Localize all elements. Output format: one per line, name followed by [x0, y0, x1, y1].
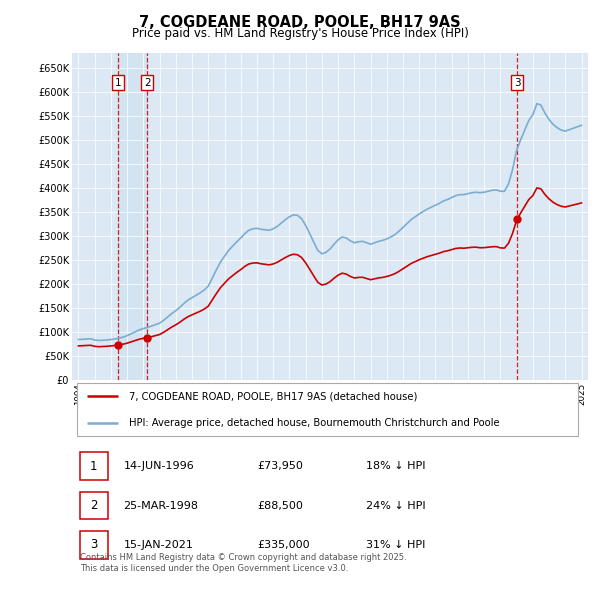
Text: 3: 3: [514, 77, 521, 87]
Text: £88,500: £88,500: [258, 500, 304, 510]
FancyBboxPatch shape: [80, 530, 108, 559]
Text: 2: 2: [90, 499, 97, 512]
Text: 2: 2: [144, 77, 151, 87]
Text: Contains HM Land Registry data © Crown copyright and database right 2025.
This d: Contains HM Land Registry data © Crown c…: [80, 553, 406, 573]
Text: 24% ↓ HPI: 24% ↓ HPI: [366, 500, 426, 510]
Text: 14-JUN-1996: 14-JUN-1996: [124, 461, 194, 471]
FancyBboxPatch shape: [77, 383, 578, 436]
Text: 25-MAR-1998: 25-MAR-1998: [124, 500, 199, 510]
Text: 1: 1: [115, 77, 122, 87]
Text: £73,950: £73,950: [258, 461, 304, 471]
FancyBboxPatch shape: [80, 491, 108, 519]
Text: 18% ↓ HPI: 18% ↓ HPI: [366, 461, 425, 471]
Bar: [118, 53, 147, 381]
Text: 15-JAN-2021: 15-JAN-2021: [124, 540, 193, 550]
Text: £335,000: £335,000: [258, 540, 310, 550]
FancyBboxPatch shape: [80, 453, 108, 480]
Text: 1: 1: [90, 460, 97, 473]
Text: HPI: Average price, detached house, Bournemouth Christchurch and Poole: HPI: Average price, detached house, Bour…: [129, 418, 499, 428]
Text: Price paid vs. HM Land Registry's House Price Index (HPI): Price paid vs. HM Land Registry's House …: [131, 27, 469, 40]
Text: 31% ↓ HPI: 31% ↓ HPI: [366, 540, 425, 550]
Text: 7, COGDEANE ROAD, POOLE, BH17 9AS (detached house): 7, COGDEANE ROAD, POOLE, BH17 9AS (detac…: [129, 391, 417, 401]
Text: 7, COGDEANE ROAD, POOLE, BH17 9AS: 7, COGDEANE ROAD, POOLE, BH17 9AS: [139, 15, 461, 30]
Text: 3: 3: [90, 538, 97, 551]
